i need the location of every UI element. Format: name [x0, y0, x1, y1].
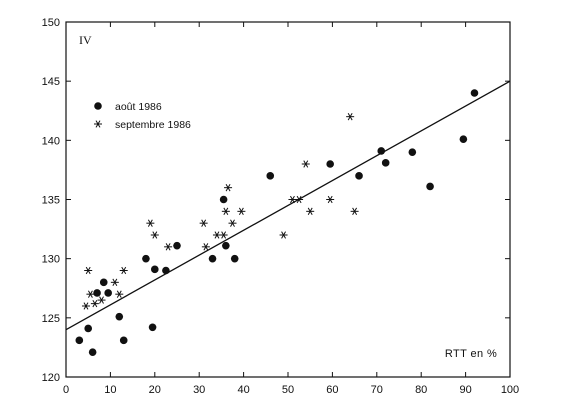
data-point-septembre [350, 207, 359, 215]
data-point-septembre [221, 207, 230, 215]
data-point-septembre [301, 160, 310, 168]
data-point-septembre [228, 219, 237, 227]
x-axis-label: RTT en % [445, 348, 497, 360]
data-point-aout [381, 159, 390, 167]
data-point-septembre [90, 299, 99, 308]
x-tick-label: 20 [149, 384, 161, 396]
data-point-aout [459, 135, 468, 143]
x-tick-label: 70 [371, 384, 383, 396]
data-point-aout [222, 241, 230, 250]
data-point-septembre [306, 207, 315, 215]
data-point-septembre [84, 266, 93, 275]
data-point-aout [104, 289, 112, 297]
data-point-aout [426, 182, 434, 191]
series-septembre-1986 [81, 113, 359, 310]
legend-label-aout: août 1986 [115, 101, 162, 113]
data-point-septembre [150, 231, 159, 239]
y-tick-label: 120 [42, 372, 60, 384]
data-point-septembre [279, 231, 288, 239]
y-tick-label: 135 [42, 195, 60, 207]
x-tick-label: 80 [415, 384, 427, 396]
panel-label: IV [79, 33, 92, 47]
x-tick-label: 40 [237, 384, 249, 396]
x-tick-label: 60 [326, 384, 338, 396]
data-point-aout [75, 336, 84, 345]
data-point-septembre [199, 219, 208, 227]
data-point-septembre [346, 113, 355, 121]
data-point-septembre [219, 231, 228, 239]
x-tick-label: 0 [63, 384, 69, 396]
data-point-septembre [164, 243, 173, 251]
y-tick-label: 130 [42, 254, 60, 266]
data-point-aout [355, 172, 363, 180]
x-tick-label: 10 [104, 384, 116, 396]
data-point-aout [377, 147, 386, 155]
data-point-septembre [119, 266, 128, 275]
legend-star-marker [94, 120, 102, 128]
data-point-septembre [97, 296, 106, 304]
data-point-septembre [86, 290, 95, 298]
data-point-aout [208, 254, 217, 263]
y-tick-label: 145 [42, 76, 60, 88]
data-point-aout [326, 160, 334, 168]
data-point-aout [230, 254, 239, 263]
data-point-aout [99, 278, 108, 287]
data-point-septembre [326, 195, 335, 204]
data-point-aout [162, 266, 170, 275]
data-point-septembre [201, 243, 210, 251]
data-point-aout [88, 348, 97, 356]
x-tick-label: 90 [459, 384, 471, 396]
data-point-aout [115, 312, 124, 321]
data-point-aout [173, 241, 181, 250]
data-point-aout [408, 148, 417, 156]
x-tick-label: 50 [282, 384, 294, 396]
y-tick-label: 140 [42, 135, 60, 147]
data-point-aout [84, 324, 92, 333]
data-point-aout [142, 254, 150, 263]
y-tick-label: 125 [42, 313, 60, 325]
data-point-aout [148, 323, 157, 332]
data-point-aout [470, 89, 479, 97]
y-tick-label: 150 [42, 17, 60, 29]
data-point-septembre [146, 219, 155, 227]
x-tick-label: 30 [193, 384, 205, 396]
data-point-aout [266, 172, 275, 180]
regression-line [65, 80, 511, 331]
data-point-septembre [224, 184, 233, 192]
y-axis-ticks: 120 125 130 135 140 145 150 [42, 17, 510, 384]
x-axis-ticks: 0 10 20 30 40 50 60 70 80 90 100 [63, 22, 519, 396]
legend-dot-marker [94, 102, 102, 110]
data-point-aout [119, 336, 128, 345]
data-point-aout [219, 195, 228, 204]
legend-label-septembre: septembre 1986 [115, 119, 191, 131]
data-point-septembre [115, 290, 124, 298]
x-tick-label: 100 [501, 384, 519, 396]
data-point-septembre [110, 278, 119, 286]
legend: août 1986 septembre 1986 [94, 101, 191, 131]
data-point-aout [151, 265, 159, 274]
data-point-septembre [237, 207, 246, 215]
data-point-septembre [81, 302, 90, 310]
series-aout-1986 [75, 89, 479, 356]
data-point-septembre [295, 195, 304, 204]
plot-frame [65, 21, 511, 378]
data-point-aout [93, 289, 101, 297]
